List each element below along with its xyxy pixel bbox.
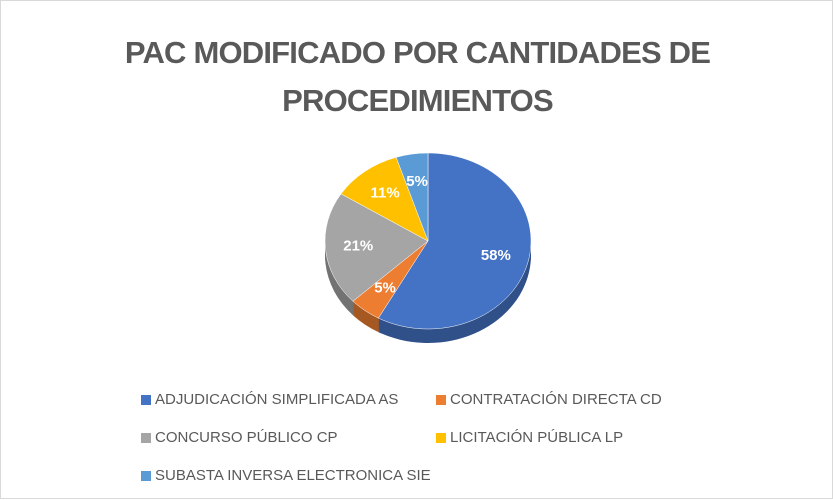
chart-title: PAC MODIFICADO POR CANTIDADES DE PROCEDI… <box>124 35 711 118</box>
legend-box <box>136 379 696 491</box>
legend-label: SUBASTA INVERSA ELECTRONICA SIE <box>155 467 431 484</box>
data-label: 21% <box>343 238 373 255</box>
data-label: 11% <box>370 185 399 202</box>
legend-swatch <box>436 433 446 443</box>
data-label: 58% <box>481 247 511 264</box>
legend-swatch <box>436 395 446 405</box>
legend-label: LICITACIÓN PÚBLICA LP <box>450 429 623 446</box>
slice <box>395 152 429 242</box>
slice <box>324 193 429 302</box>
legend-swatch <box>141 395 151 405</box>
legend-swatch <box>141 471 151 481</box>
legend-swatch <box>141 433 151 443</box>
legend-label: ADJUDICACIÓN SIMPLIFICADA AS <box>155 391 398 408</box>
legend-label: CONCURSO PÚBLICO CP <box>155 429 338 446</box>
legend-label: CONTRATACIÓN DIRECTA CD <box>450 391 662 408</box>
data-label: 5% <box>406 173 428 190</box>
slice <box>378 152 532 330</box>
slice <box>340 157 429 242</box>
data-label: 5% <box>374 279 396 296</box>
